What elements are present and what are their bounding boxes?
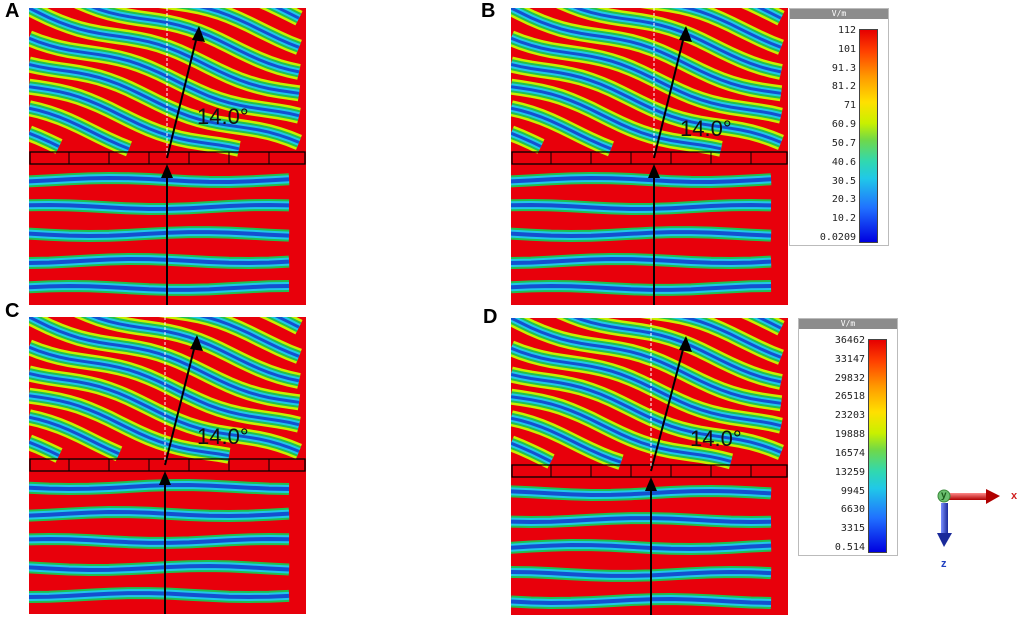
field-map-d [511,318,788,615]
panel-label-a: A [5,0,20,22]
field-render [511,8,788,305]
angle-label-b: 14.0° [680,116,732,141]
colorbar-tick-label: 19888 [834,429,865,441]
colorbar-bottom: V/m 36462 33147 29832 26518 23203 19888 16574 1… [798,318,898,556]
axis-x-label: x [1011,490,1018,502]
colorbar-tick-label: 101 [837,43,856,55]
coordinate-axes: y x z [932,484,1022,574]
field-render [29,8,306,305]
colorbar-tick-label: 60.9 [831,119,856,131]
angle-label-d: 14.0° [690,426,742,451]
colorbar-tick-label: 0.0209 [819,232,856,243]
colorbar-tick-label: 40.6 [831,156,856,168]
panel-label-b: B [481,0,496,22]
panel-label-d: D [483,306,498,328]
colorbar-tick-label: 20.3 [831,194,856,206]
colorbar-tick-label: 0.514 [834,542,865,553]
colorbar-tick-label: 13259 [834,466,865,478]
field-map-b [511,8,788,305]
panel-label-c: C [5,300,20,322]
colorbar-tick-label: 71 [843,100,856,112]
colorbar-tick-label: 9945 [840,485,865,497]
field-render [511,318,788,615]
colorbar-tick-label: 3315 [840,523,865,535]
field-map-c [29,317,306,614]
colorbar-tick-label: 112 [837,25,856,36]
field-render [29,317,306,614]
colorbar-tick-label: 91.3 [831,62,856,74]
colorbar-tick-label: 26518 [834,391,865,403]
colorbar-top-unit: V/m [790,9,888,19]
angle-label-a: 14.0° [197,104,249,129]
axis-origin-label: y [941,490,947,501]
colorbar-tick-label: 29832 [834,372,865,384]
angle-label-c: 14.0° [197,424,249,449]
axis-z-label: z [941,558,947,570]
colorbar-tick-label: 50.7 [831,137,856,149]
colorbar-tick-label: 23203 [834,410,865,422]
colorbar-bottom-gradient [868,339,887,553]
colorbar-tick-label: 33147 [834,353,865,365]
colorbar-tick-label: 81.2 [831,81,856,93]
colorbar-tick-label: 6630 [840,504,865,516]
field-map-a [29,8,306,305]
colorbar-tick-label: 36462 [834,335,865,346]
colorbar-tick-label: 10.2 [831,213,856,225]
colorbar-tick-label: 16574 [834,447,865,459]
colorbar-tick-label: 30.5 [831,175,856,187]
axes-arrows-icon [937,489,1000,547]
colorbar-top-gradient [859,29,878,243]
colorbar-bottom-unit: V/m [799,319,897,329]
colorbar-top: V/m 112 101 91.3 81.2 71 60.9 50.7 40.6 30.5 20.3… [789,8,889,246]
